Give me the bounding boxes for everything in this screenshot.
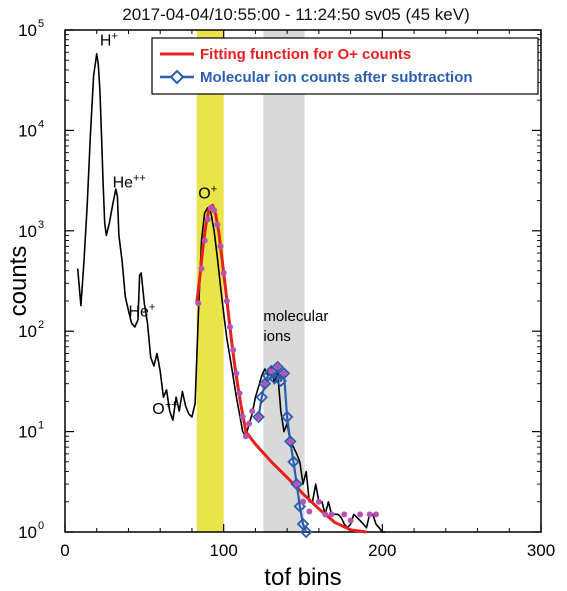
legend-label-fit: Fitting function for O+ counts (200, 46, 411, 63)
data-marker (217, 243, 224, 250)
data-marker (223, 297, 230, 304)
data-marker (239, 413, 246, 420)
data-marker (341, 511, 348, 518)
y-tick-label: 10 (18, 121, 37, 140)
molecular-point (299, 525, 313, 539)
y-tick-exponent: 2 (38, 319, 44, 331)
data-marker (322, 511, 329, 518)
x-tick-label: 100 (209, 541, 237, 560)
x-tick-label: 300 (527, 541, 555, 560)
data-marker (261, 380, 268, 387)
legend-diamond-icon (169, 69, 185, 85)
peak-label-he: He+ (128, 302, 155, 321)
data-marker (357, 511, 364, 518)
data-marker (287, 438, 294, 445)
data-marker (214, 221, 221, 228)
data-marker (372, 511, 379, 518)
y-tick-exponent: 0 (38, 520, 44, 532)
data-marker (280, 370, 287, 377)
data-marker (249, 408, 256, 415)
data-marker (315, 498, 322, 505)
molecular-point (280, 410, 294, 424)
y-tick-label: 10 (18, 423, 37, 442)
shaded-regions (196, 30, 305, 532)
data-marker (236, 390, 243, 397)
y-tick-label: 10 (18, 322, 37, 341)
data-marker (246, 420, 253, 427)
data-marker (268, 368, 275, 375)
shaded-region-1 (263, 30, 305, 532)
molecular-ions-label-line1: molecular (263, 308, 328, 325)
legend-box (151, 37, 539, 95)
legend: Fitting function for O+ counts Molecular… (151, 37, 539, 95)
data-marker (293, 481, 300, 488)
data-marker (227, 324, 234, 331)
molecular-point (255, 390, 269, 404)
x-tick-label: 200 (368, 541, 396, 560)
data-marker (300, 498, 306, 505)
data-marker (366, 511, 373, 518)
x-tick-label: 0 (60, 541, 69, 560)
molecular-ions-label-line2: ions (263, 328, 291, 345)
data-marker (220, 269, 227, 276)
y-axis-label: counts (5, 246, 32, 317)
series-line-0 (76, 53, 386, 533)
data-marker (306, 508, 313, 515)
y-tick-exponent: 4 (38, 118, 44, 130)
data-marker (233, 370, 240, 377)
legend-label-molecular: Molecular ion counts after subtraction (200, 69, 473, 86)
data-marker (230, 346, 237, 353)
peak-label-h: H+ (100, 31, 118, 50)
data-marker (274, 363, 281, 370)
data-markers (195, 204, 379, 524)
data-marker (242, 433, 249, 440)
data-marker (198, 265, 205, 272)
peak-label-he: He++ (113, 172, 146, 191)
molecular-point (284, 435, 297, 448)
molecular-point (277, 367, 291, 380)
series (76, 53, 386, 539)
y-tick-label: 10 (18, 222, 37, 241)
molecular-point (252, 410, 265, 424)
data-marker (347, 517, 354, 524)
y-tick-exponent: 5 (38, 18, 44, 30)
data-marker (255, 413, 262, 420)
data-marker (328, 511, 335, 518)
chart-title: 2017-04-04/10:55:00 - 11:24:50 sv05 (45 … (122, 5, 469, 24)
plot-frame (64, 29, 542, 533)
molecular-point (271, 360, 284, 374)
y-tick-label: 10 (18, 523, 37, 542)
molecular-point (268, 371, 281, 385)
data-marker (211, 207, 218, 214)
molecular-point (287, 455, 300, 469)
data-marker (204, 216, 211, 223)
data-marker (201, 237, 208, 244)
y-tick-label: 10 (18, 21, 37, 40)
x-axis-label: tof bins (264, 564, 341, 591)
series-line-1 (195, 203, 367, 534)
molecular-point (290, 477, 303, 491)
y-tick-exponent: 3 (38, 219, 44, 231)
data-marker (195, 300, 202, 307)
molecular-point (258, 377, 272, 390)
y-tick-exponent: 1 (38, 420, 44, 432)
